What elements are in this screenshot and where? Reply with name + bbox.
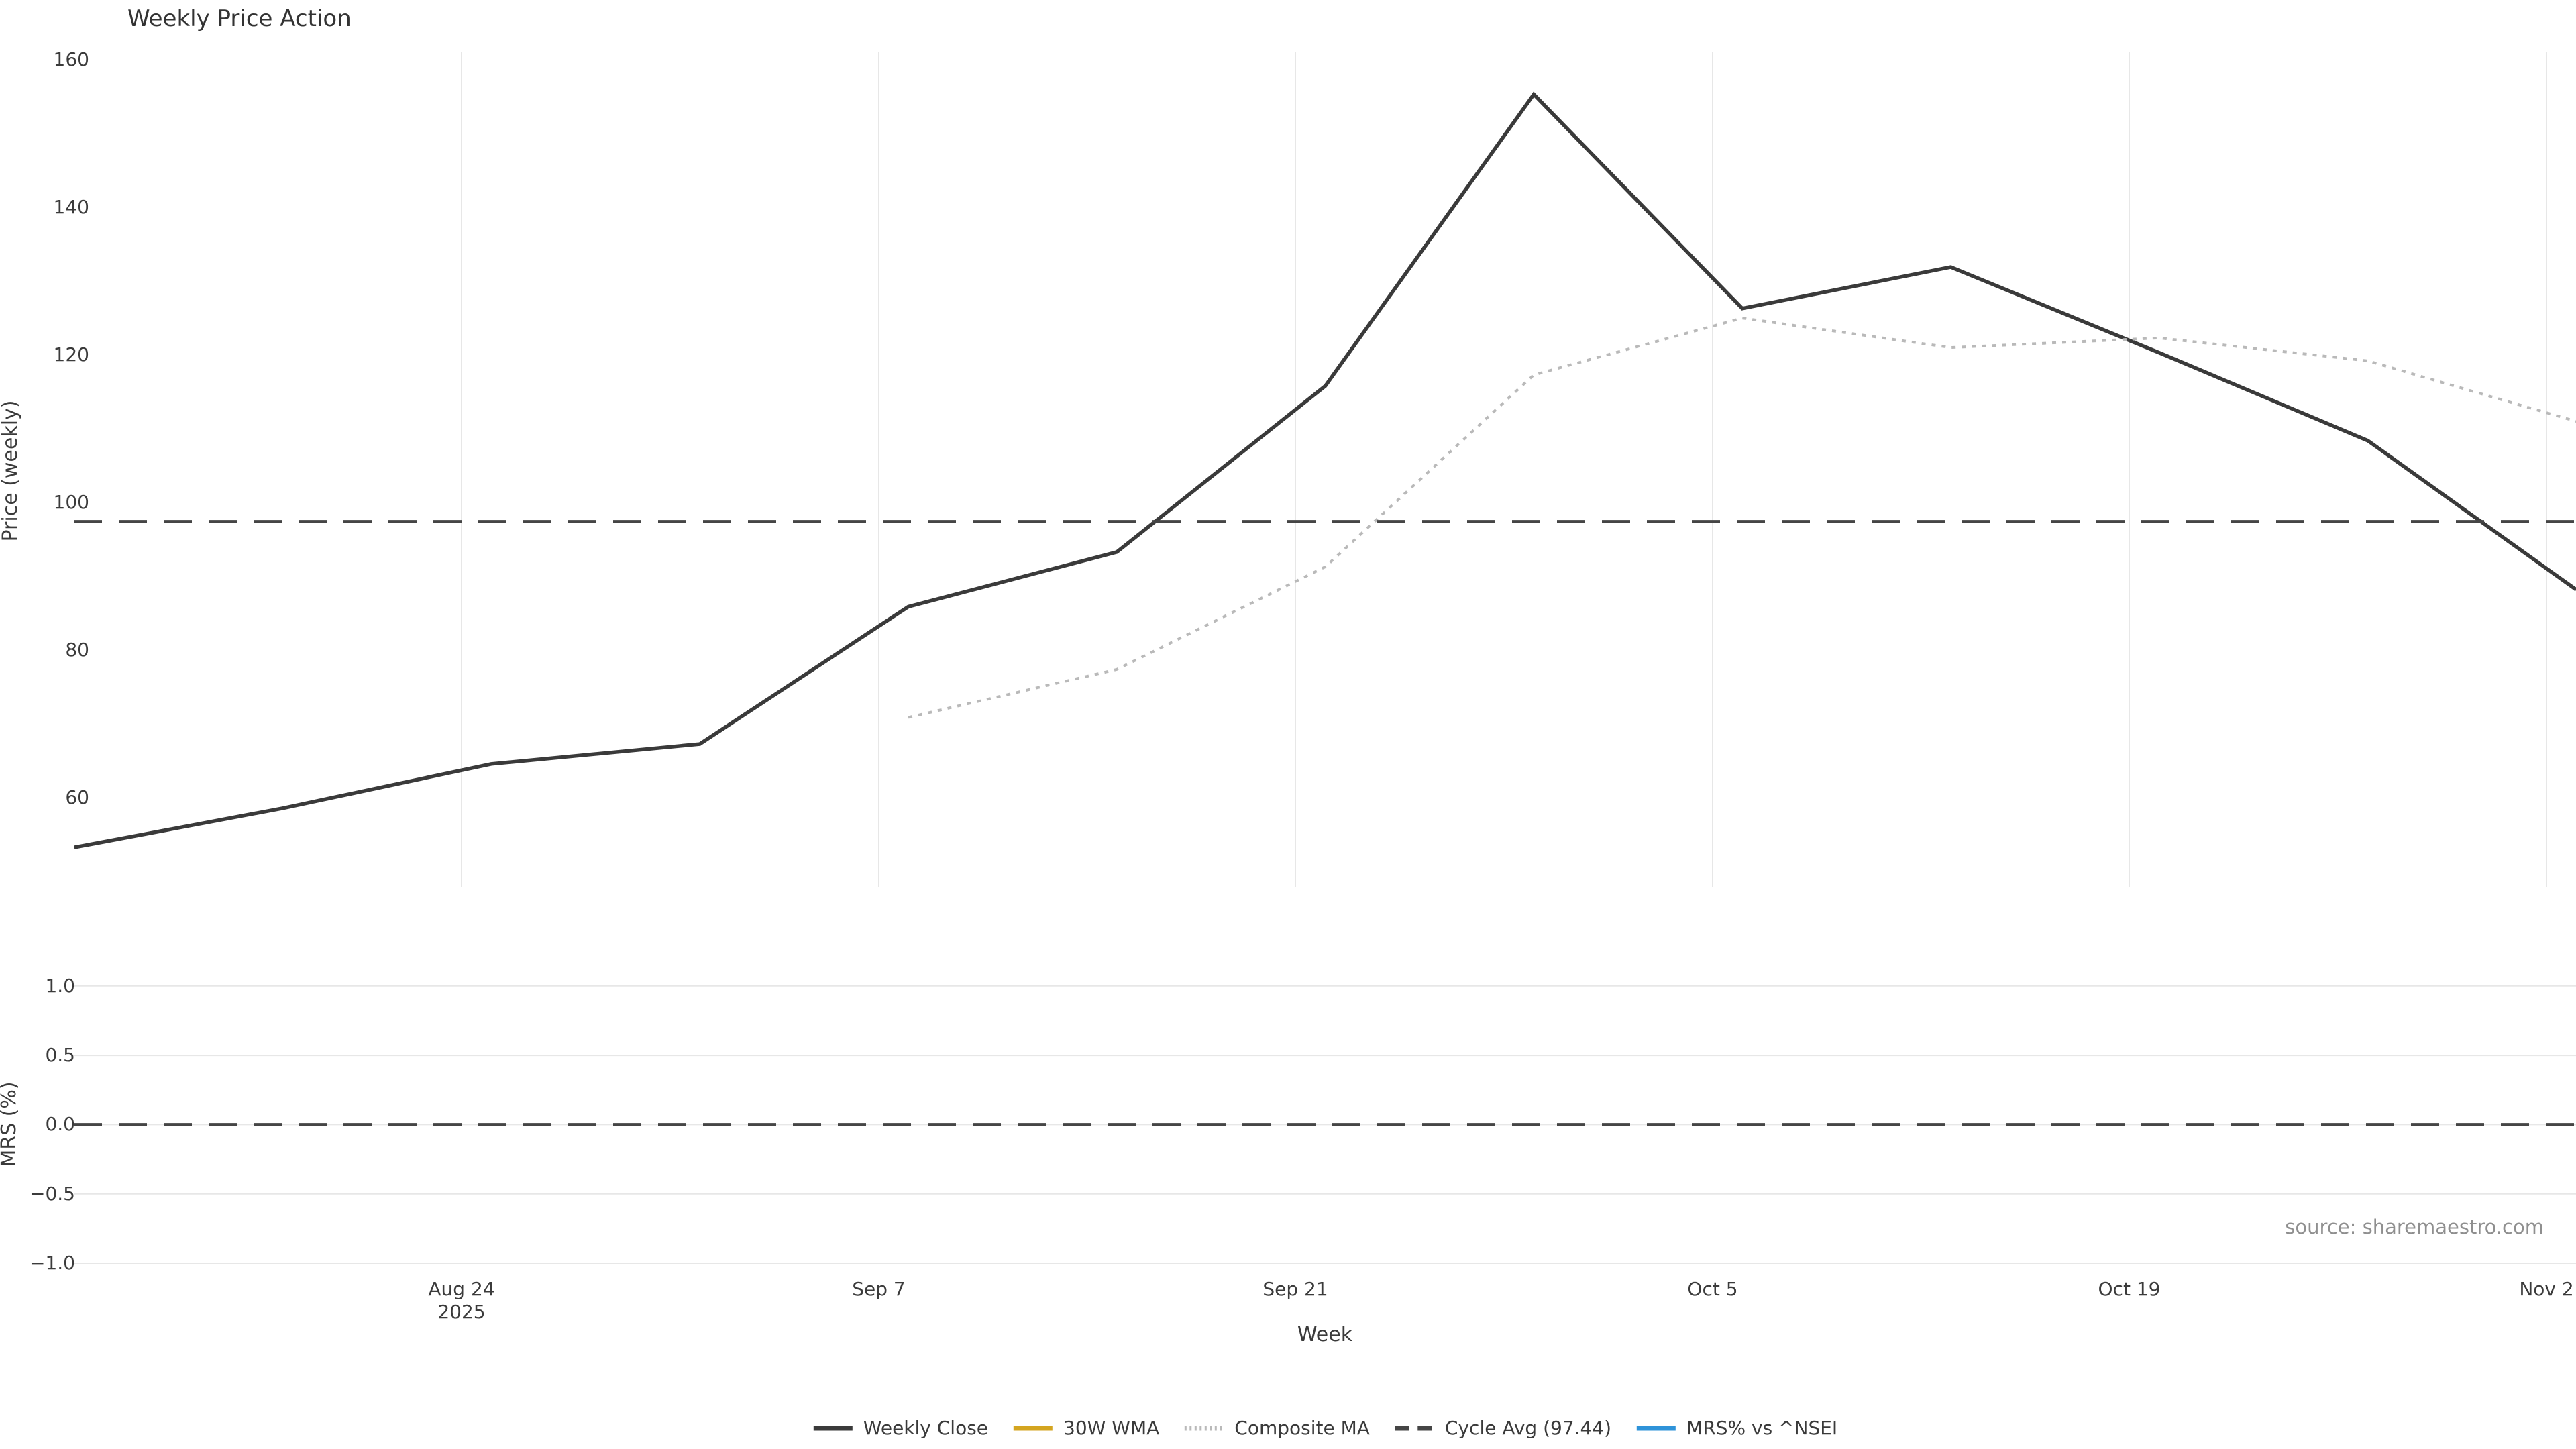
legend-item: Cycle Avg (97.44) xyxy=(1394,1417,1611,1439)
x-tick-sublabel: 2025 xyxy=(437,1301,486,1323)
legend-item: Composite MA xyxy=(1183,1417,1370,1439)
legend-item-label: MRS% vs ^NSEI xyxy=(1686,1417,1838,1439)
x-tick-label: Oct 5 xyxy=(1687,1278,1738,1300)
legend-swatch-solid-icon xyxy=(1637,1426,1676,1430)
y-tick-label: −1.0 xyxy=(30,1252,75,1275)
legend-item: MRS% vs ^NSEI xyxy=(1635,1417,1837,1439)
legend-swatch-dotted-icon xyxy=(1185,1426,1224,1430)
x-tick-label: Aug 24 xyxy=(428,1278,495,1300)
source-credit: source: sharemaestro.com xyxy=(2285,1216,2544,1238)
chart-title: Weekly Price Action xyxy=(127,5,352,32)
y-tick-label: 1.0 xyxy=(45,974,75,997)
x-tick-label: Nov 2 xyxy=(2519,1278,2574,1300)
y-tick-label: 100 xyxy=(53,491,89,514)
legend-swatch-dashed-icon xyxy=(1395,1426,1434,1430)
y-tick-label: 160 xyxy=(53,48,89,70)
y-tick-label: 120 xyxy=(53,343,89,366)
legend-swatch-solid-icon xyxy=(813,1426,853,1430)
y-tick-label: 140 xyxy=(53,196,89,218)
legend-item-label: 30W WMA xyxy=(1063,1417,1160,1439)
x-tick-label: Oct 19 xyxy=(2098,1278,2161,1300)
y-tick-label: −0.5 xyxy=(30,1182,75,1205)
legend-item: Weekly Close xyxy=(812,1417,988,1439)
legend-item-label: Weekly Close xyxy=(863,1417,989,1439)
legend-item-label: Composite MA xyxy=(1234,1417,1370,1439)
legend-item: 30W WMA xyxy=(1012,1417,1159,1439)
y-tick-label: 80 xyxy=(65,639,89,661)
x-tick-label: Sep 21 xyxy=(1263,1278,1328,1300)
legend-item-label: Cycle Avg (97.44) xyxy=(1444,1417,1612,1439)
weekly-close-line xyxy=(74,91,2576,849)
legend-swatch-solid-icon xyxy=(1014,1426,1053,1430)
y-tick-label: 0.5 xyxy=(45,1044,75,1067)
legend: Weekly Close 30W WMA Composite MA Cycle Avg… xyxy=(812,1417,1837,1439)
y-tick-label: 60 xyxy=(65,786,89,809)
x-axis-label: Week xyxy=(1297,1323,1353,1346)
y-tick-label: 0.0 xyxy=(45,1113,75,1136)
x-tick-label: Sep 7 xyxy=(852,1278,906,1300)
